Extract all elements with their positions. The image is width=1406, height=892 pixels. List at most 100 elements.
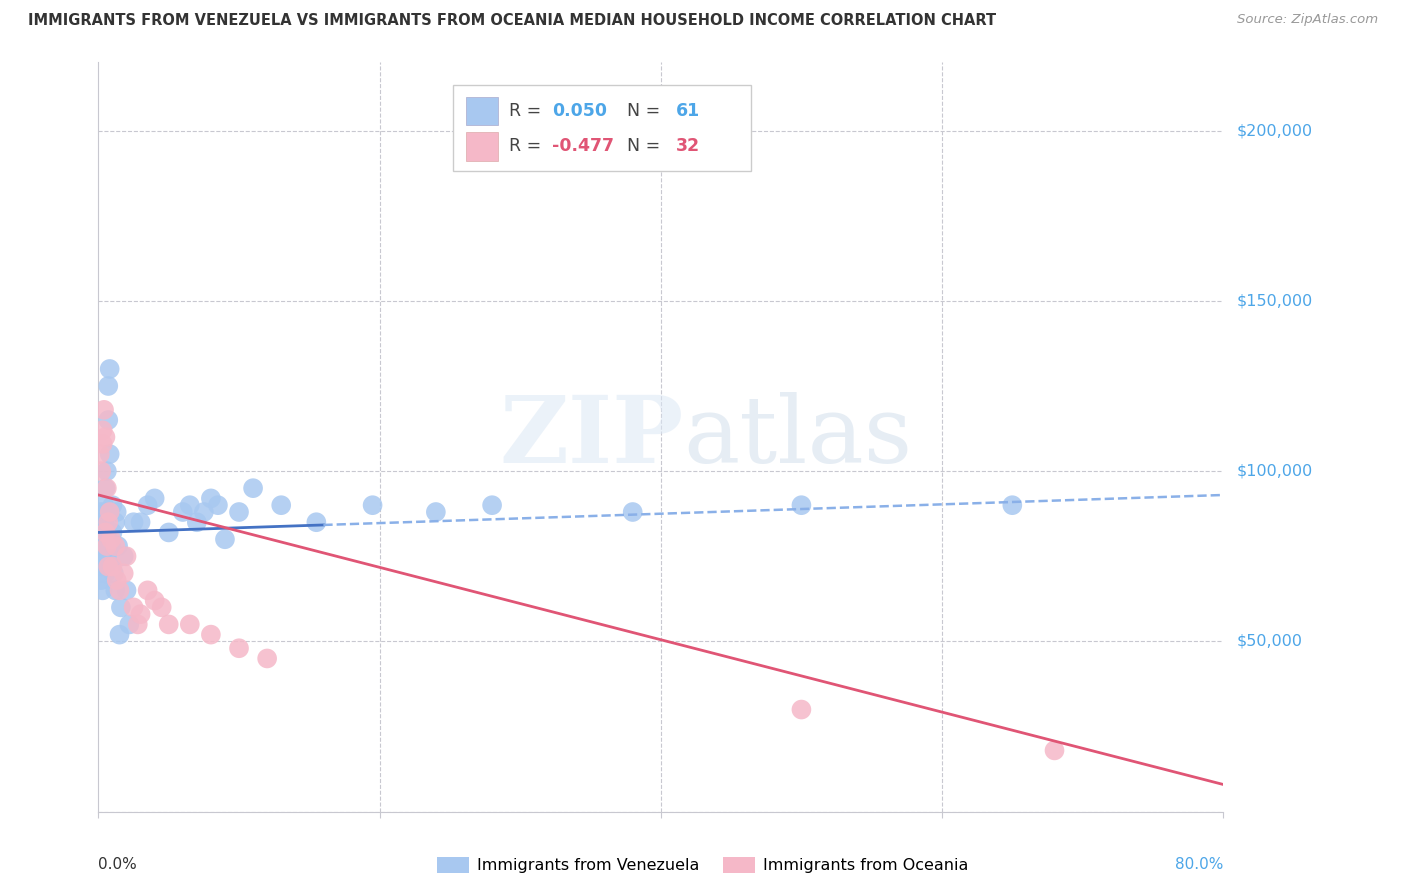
Point bbox=[105, 505, 128, 519]
Point bbox=[96, 464, 118, 478]
Point bbox=[101, 498, 124, 512]
Point bbox=[93, 498, 115, 512]
Text: IMMIGRANTS FROM VENEZUELA VS IMMIGRANTS FROM OCEANIA MEDIAN HOUSEHOLD INCOME COR: IMMIGRANTS FROM VENEZUELA VS IMMIGRANTS … bbox=[28, 13, 997, 29]
Point bbox=[115, 583, 138, 598]
Point bbox=[94, 525, 117, 540]
Point bbox=[97, 533, 120, 547]
Point bbox=[94, 481, 117, 495]
Point bbox=[91, 533, 114, 547]
Text: 0.0%: 0.0% bbox=[98, 856, 138, 871]
Point bbox=[94, 566, 117, 581]
Text: N =: N = bbox=[627, 103, 666, 120]
Point bbox=[107, 539, 129, 553]
Point bbox=[96, 539, 118, 553]
Text: atlas: atlas bbox=[683, 392, 912, 482]
Point bbox=[91, 515, 114, 529]
Point bbox=[481, 498, 503, 512]
Point bbox=[129, 607, 152, 622]
Point bbox=[157, 617, 180, 632]
Point bbox=[97, 379, 120, 393]
Point bbox=[200, 491, 222, 506]
Point bbox=[93, 402, 115, 417]
Point bbox=[790, 702, 813, 716]
Point bbox=[98, 362, 121, 376]
Text: $200,000: $200,000 bbox=[1237, 123, 1313, 138]
Point bbox=[118, 617, 141, 632]
Point bbox=[89, 525, 111, 540]
Point bbox=[361, 498, 384, 512]
Point bbox=[127, 617, 149, 632]
Point bbox=[91, 583, 114, 598]
Point bbox=[256, 651, 278, 665]
Text: $100,000: $100,000 bbox=[1237, 464, 1313, 479]
Text: -0.477: -0.477 bbox=[551, 137, 613, 155]
Point bbox=[98, 505, 121, 519]
Text: Source: ZipAtlas.com: Source: ZipAtlas.com bbox=[1237, 13, 1378, 27]
Point bbox=[242, 481, 264, 495]
Point bbox=[104, 539, 127, 553]
Point bbox=[97, 413, 120, 427]
Point bbox=[98, 447, 121, 461]
Point bbox=[621, 505, 644, 519]
Text: R =: R = bbox=[509, 137, 547, 155]
Point bbox=[143, 593, 166, 607]
Point bbox=[207, 498, 229, 512]
Bar bbox=[467, 132, 498, 161]
Text: 0.050: 0.050 bbox=[551, 103, 607, 120]
Point bbox=[96, 549, 118, 564]
Text: 61: 61 bbox=[675, 103, 700, 120]
FancyBboxPatch shape bbox=[453, 85, 751, 171]
Point bbox=[101, 559, 124, 574]
Point bbox=[89, 539, 111, 553]
Point bbox=[90, 549, 112, 564]
Point bbox=[228, 505, 250, 519]
Point bbox=[101, 525, 124, 540]
Point bbox=[172, 505, 194, 519]
Point bbox=[97, 559, 120, 574]
Point bbox=[100, 539, 122, 553]
Point bbox=[90, 464, 112, 478]
Point bbox=[425, 505, 447, 519]
Legend: Immigrants from Venezuela, Immigrants from Oceania: Immigrants from Venezuela, Immigrants fr… bbox=[430, 850, 976, 880]
Point bbox=[179, 617, 201, 632]
Point bbox=[96, 533, 118, 547]
Point bbox=[104, 515, 127, 529]
Point bbox=[122, 515, 145, 529]
Point bbox=[1043, 743, 1066, 757]
Point bbox=[90, 573, 112, 587]
Text: $50,000: $50,000 bbox=[1237, 634, 1303, 648]
Point bbox=[91, 437, 114, 451]
Point bbox=[150, 600, 173, 615]
Point bbox=[105, 573, 128, 587]
Point bbox=[100, 533, 122, 547]
Text: 80.0%: 80.0% bbox=[1175, 856, 1223, 871]
Point bbox=[790, 498, 813, 512]
Point bbox=[97, 515, 120, 529]
Point bbox=[1001, 498, 1024, 512]
Point bbox=[228, 641, 250, 656]
Point bbox=[91, 559, 114, 574]
Point bbox=[93, 515, 115, 529]
Point bbox=[103, 566, 125, 581]
Point bbox=[305, 515, 328, 529]
Text: 32: 32 bbox=[675, 137, 700, 155]
Point bbox=[122, 600, 145, 615]
Point bbox=[93, 539, 115, 553]
Point bbox=[129, 515, 152, 529]
Point bbox=[89, 447, 111, 461]
Point bbox=[179, 498, 201, 512]
Point bbox=[193, 505, 215, 519]
Point bbox=[94, 430, 117, 444]
Point bbox=[94, 525, 117, 540]
Point bbox=[214, 533, 236, 547]
Point bbox=[136, 583, 159, 598]
Point bbox=[96, 481, 118, 495]
Point bbox=[108, 627, 131, 641]
Point bbox=[115, 549, 138, 564]
Bar bbox=[467, 97, 498, 126]
Point bbox=[157, 525, 180, 540]
Text: $150,000: $150,000 bbox=[1237, 293, 1313, 309]
Point bbox=[96, 505, 118, 519]
Point bbox=[136, 498, 159, 512]
Point bbox=[112, 549, 135, 564]
